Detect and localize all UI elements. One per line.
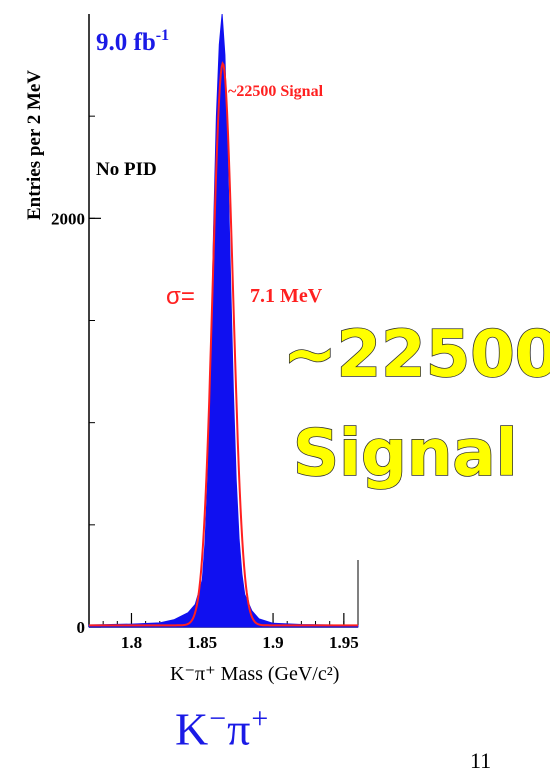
x-tick-label: 1.9 [262,633,283,652]
x-tick-label: 1.8 [121,633,142,652]
y-tick-label: 0 [77,618,86,637]
y-tick-label: 2000 [51,209,85,228]
gaussian-fit-curve [89,61,358,627]
y-axis-label: Entries per 2 MeV [24,70,45,220]
sigma-symbol-annotation: σ= [166,283,195,310]
signal-count-annotation: ~22500 Signal [228,83,324,100]
no-pid-annotation: No PID [96,159,157,180]
sigma-value-annotation: 7.1 MeV [250,285,323,307]
tick-labels: 1.8 1.85 1.9 1.95 0 2000 [51,209,359,652]
luminosity-annotation: 9.0 fb-1 [96,27,169,56]
x-tick-label: 1.95 [329,633,359,652]
histogram-series [88,13,359,628]
page-number: 11 [470,748,492,773]
x-tick-label: 1.85 [187,633,217,652]
x-axis-label: K⁻π⁺ Mass (GeV/c²) [170,663,339,685]
overlay-signal-word: Signal [293,417,518,491]
overlay-signal-count: ~22500 [283,318,550,392]
decay-mode-label: K−π+ [175,702,270,755]
